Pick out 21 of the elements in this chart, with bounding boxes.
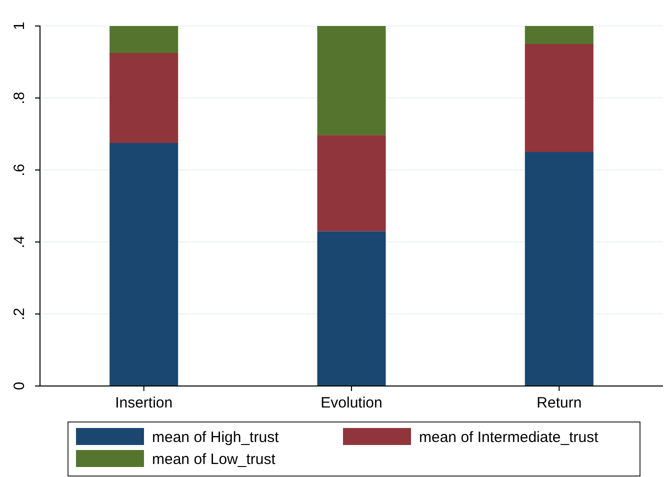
bar <box>317 231 386 386</box>
y-tick-label: .4 <box>11 236 28 248</box>
bar <box>524 152 594 386</box>
legend-label: mean of Intermediate_trust <box>419 429 600 446</box>
x-tick-label: Insertion <box>115 394 173 412</box>
y-tick-label: 1 <box>11 22 28 30</box>
y-tick-label: .8 <box>11 92 28 104</box>
y-tick-label: .6 <box>11 164 28 176</box>
legend-label: mean of Low_trust <box>152 451 276 468</box>
bar <box>110 53 178 143</box>
bar <box>317 26 386 136</box>
x-tick-label: Evolution <box>320 394 382 412</box>
bar <box>110 26 178 53</box>
bar <box>524 44 594 152</box>
bar <box>524 26 594 44</box>
y-tick-label: 0 <box>11 382 28 390</box>
legend-label: mean of High_trust <box>152 429 280 446</box>
x-tick-label: Return <box>536 394 582 412</box>
bar <box>110 143 178 386</box>
bar <box>317 135 386 232</box>
y-tick-label: .2 <box>11 308 28 320</box>
